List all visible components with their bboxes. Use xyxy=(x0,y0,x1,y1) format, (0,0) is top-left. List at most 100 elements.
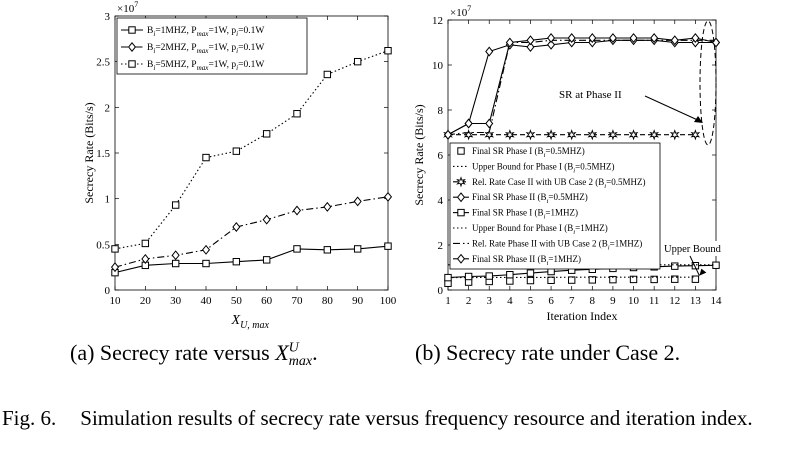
x-tick-label: 13 xyxy=(690,295,702,307)
legend-label: Bi=2MHZ, Pmax=1W, pi=0.1W xyxy=(147,43,264,55)
data-point xyxy=(566,129,577,141)
data-point xyxy=(588,33,597,43)
data-point xyxy=(526,276,535,285)
data-point xyxy=(587,129,598,141)
data-point xyxy=(171,201,180,209)
data-point xyxy=(608,129,618,141)
figure-caption-text: Simulation results of secrecy rate versu… xyxy=(80,406,753,430)
x-tick-label: 1 xyxy=(445,295,451,307)
x-axis-label: Iteration Index xyxy=(547,309,618,323)
y-tick-label: 1.5 xyxy=(96,148,110,160)
annotation-bg xyxy=(555,86,647,102)
y-exponent-label: ×107 xyxy=(117,0,138,15)
subcaption-a-math: X xyxy=(275,340,289,365)
x-tick-label: 6 xyxy=(548,295,554,307)
data-point xyxy=(141,253,150,264)
data-point xyxy=(547,39,556,50)
legend-marker xyxy=(128,60,136,68)
data-point xyxy=(292,205,302,216)
y-exponent-label: ×107 xyxy=(450,4,471,19)
annotation-label: Upper Bound xyxy=(664,244,722,255)
x-tick-label: 11 xyxy=(649,295,660,307)
x-tick-label: 70 xyxy=(292,295,304,307)
data-point xyxy=(505,129,515,141)
data-point xyxy=(293,245,301,253)
data-point xyxy=(547,276,555,285)
y-tick-label: 3 xyxy=(105,11,111,23)
y-tick-label: 10 xyxy=(432,60,444,72)
data-point xyxy=(232,147,241,155)
legend-marker xyxy=(456,253,466,264)
data-point xyxy=(293,110,301,118)
data-point xyxy=(546,129,556,141)
data-point xyxy=(464,272,473,281)
x-tick-label: 80 xyxy=(322,295,334,307)
annotation-arrowhead xyxy=(694,116,703,123)
x-tick-label: 10 xyxy=(628,295,640,307)
data-point xyxy=(323,70,332,79)
x-tick-label: 7 xyxy=(569,295,575,307)
legend-label: Bi=5MHZ, Pmax=1W, pi=0.1W xyxy=(147,60,264,72)
x-tick-label: 2 xyxy=(466,295,472,307)
y-tick-label: 0 xyxy=(438,285,444,297)
data-point xyxy=(669,129,680,141)
subcaption-a-sup: U xyxy=(288,340,299,356)
data-point xyxy=(629,275,638,284)
y-tick-label: 0.5 xyxy=(96,239,110,251)
series-0 xyxy=(444,275,700,287)
data-point xyxy=(353,245,362,253)
data-point xyxy=(262,256,271,264)
data-point xyxy=(691,262,700,270)
data-point xyxy=(353,196,362,207)
y-tick-label: 6 xyxy=(438,150,444,162)
data-point xyxy=(262,130,271,138)
x-tick-label: 9 xyxy=(610,295,616,307)
annotation-upper-bound: Upper Bound xyxy=(661,241,722,276)
data-point xyxy=(232,257,241,266)
x-tick-label: 100 xyxy=(380,295,397,307)
data-point xyxy=(485,272,493,280)
legend-label: Final SR Phase II (Bi=0.5MHZ) xyxy=(472,192,588,205)
data-point xyxy=(525,129,536,141)
x-tick-label: 4 xyxy=(507,295,513,307)
data-point xyxy=(691,275,700,283)
data-point xyxy=(690,129,701,141)
data-point xyxy=(506,277,514,285)
data-point xyxy=(485,118,494,129)
legend-label: Final SR Phase I (Bi=1MHZ) xyxy=(472,208,578,221)
data-point xyxy=(353,57,362,66)
data-point xyxy=(444,273,452,282)
figure-caption: Fig. 6. Simulation results of secrecy rat… xyxy=(2,404,802,432)
data-point xyxy=(323,201,332,212)
data-point xyxy=(671,275,679,283)
subcaption-a-suffix: . xyxy=(312,340,318,365)
subcaption-a: (a) Secrecy rate versus XUmax. xyxy=(70,340,318,370)
y-tick-label: 8 xyxy=(438,105,444,117)
series-7 xyxy=(443,33,721,140)
legend-marker xyxy=(456,192,466,203)
data-point xyxy=(323,246,332,254)
y-axis-label: Secrecy Rate (Bits/s) xyxy=(412,104,426,205)
legend-box xyxy=(116,17,308,75)
data-point xyxy=(232,221,241,232)
legend: Bi=1MHZ, Pmax=1W, pi=0.1W Bi=2MHZ, Pmax=1… xyxy=(116,17,308,75)
data-point xyxy=(141,239,150,248)
legend-label: Upper Bound for Phase I (Bi=0.5MHZ) xyxy=(472,161,614,174)
data-point xyxy=(608,33,617,43)
data-point xyxy=(262,214,271,225)
legend-label: Final SR Phase I (Bi=0.5MHZ) xyxy=(472,146,585,159)
data-point xyxy=(111,245,119,253)
x-tick-label: 12 xyxy=(669,295,680,307)
x-tick-label: 50 xyxy=(231,295,243,307)
chart-b-secrecy-rate-vs-iteration: 1 2 3 4 5 6 7 8 9 10 11 12 13 14024681012×107Secrecy … xyxy=(412,4,722,323)
data-point xyxy=(628,129,639,141)
legend-label: Rel. Rate Phase II with UB Case 2 (Bi=1M… xyxy=(472,238,642,251)
data-point xyxy=(547,33,556,43)
data-point xyxy=(201,244,211,255)
x-tick-label: 20 xyxy=(140,295,152,307)
legend-label: Bi=1MHZ, Pmax=1W, pi=0.1W xyxy=(147,26,264,38)
data-point xyxy=(712,261,720,269)
data-point xyxy=(171,250,180,261)
y-axis-label: Secrecy Rate (Bits/s) xyxy=(82,102,96,203)
